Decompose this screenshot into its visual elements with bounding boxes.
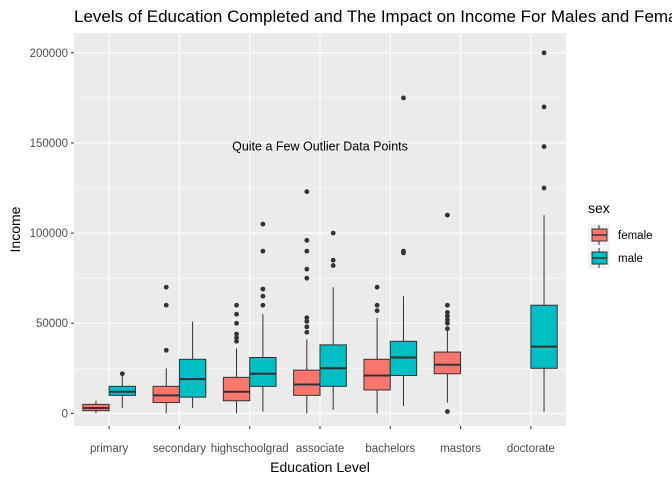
y-tick-label: 100000 (30, 228, 68, 240)
axes: 0 50000 100000 150000 200000 primary secondary… (30, 48, 555, 455)
legend-label: male (618, 253, 643, 265)
outlier-point (260, 302, 266, 308)
outlier-point (541, 104, 547, 110)
outlier-point (260, 248, 266, 254)
data-layer (82, 50, 558, 414)
outlier-point (374, 308, 380, 314)
box-body (293, 369, 321, 396)
box-female-secondary (152, 284, 180, 414)
box-male-highschoolgrad (249, 221, 277, 412)
box-body (530, 304, 558, 369)
box-male-primary (108, 371, 137, 408)
box-male-doctorate (530, 50, 558, 412)
outlier-point (260, 293, 266, 299)
outlier-point (234, 331, 239, 337)
y-axis-title: Income (7, 206, 23, 252)
legend-label: female (618, 230, 653, 242)
outlier-point (119, 371, 125, 377)
box-female-bachelors (363, 284, 391, 414)
box-male-associate (319, 230, 347, 410)
outlier-point (234, 320, 239, 326)
outlier-point (541, 144, 547, 149)
outlier-point (260, 221, 266, 227)
box-body (249, 356, 277, 387)
x-tick-label: associate (296, 443, 345, 455)
outlier-point (260, 286, 266, 292)
y-tick-label: 50000 (36, 318, 68, 330)
outlier-point (444, 317, 450, 323)
legend-items: female male (588, 224, 653, 269)
outlier-point (330, 257, 336, 263)
x-tick-label: primary (90, 443, 129, 455)
outlier-point (304, 266, 310, 272)
box-body (319, 344, 347, 387)
y-tick-label: 150000 (30, 138, 68, 150)
outlier-point (401, 95, 406, 101)
x-tick-label: secondary (153, 443, 206, 455)
outlier-annotation: Quite a Few Outlier Data Points (232, 140, 408, 154)
outlier-point (304, 237, 310, 243)
outlier-point (374, 284, 380, 290)
x-tick-label: mastors (440, 443, 481, 455)
outlier-point (330, 230, 336, 236)
chart-title: Levels of Education Completed and The Im… (74, 7, 672, 26)
y-tick-label: 200000 (30, 48, 68, 60)
outlier-point (401, 248, 406, 254)
outlier-point (163, 302, 169, 308)
outlier-point (444, 409, 450, 414)
x-axis-title: Education Level (270, 459, 370, 475)
outlier-point (304, 329, 310, 335)
box-male-bachelors (389, 95, 418, 407)
box-female-mastors (433, 212, 462, 414)
outlier-point (304, 275, 310, 281)
outlier-point (304, 319, 310, 324)
x-tick-label: highschoolgrad (211, 443, 289, 455)
outlier-point (444, 310, 450, 315)
outlier-point (304, 189, 310, 195)
outlier-point (330, 263, 336, 268)
x-tick-label: doctorate (507, 443, 555, 455)
outlier-point (163, 347, 169, 353)
y-tick-label: 0 (62, 408, 68, 420)
outlier-point (444, 320, 450, 326)
legend-item-male: male (588, 247, 643, 269)
outlier-point (304, 315, 310, 321)
outlier-point (234, 338, 239, 344)
box-female-highschoolgrad (222, 302, 251, 414)
x-tick-label: bachelors (365, 443, 415, 455)
outlier-point (304, 324, 310, 330)
legend: sex female male (588, 200, 653, 269)
legend-item-female: female (588, 224, 653, 246)
outlier-point (541, 50, 547, 56)
legend-title: sex (588, 200, 610, 216)
outlier-point (444, 313, 450, 319)
outlier-point (444, 326, 450, 332)
outlier-point (541, 185, 547, 191)
outlier-point (234, 335, 239, 341)
outlier-point (444, 302, 450, 308)
outlier-point (444, 212, 450, 218)
outlier-point (163, 284, 169, 290)
box-body (433, 351, 462, 375)
outlier-point (304, 248, 310, 254)
box-female-primary (82, 400, 110, 414)
box-body (222, 376, 251, 402)
outlier-point (234, 302, 239, 308)
box-male-secondary (178, 321, 207, 408)
outlier-point (374, 302, 380, 308)
outlier-point (234, 311, 239, 317)
